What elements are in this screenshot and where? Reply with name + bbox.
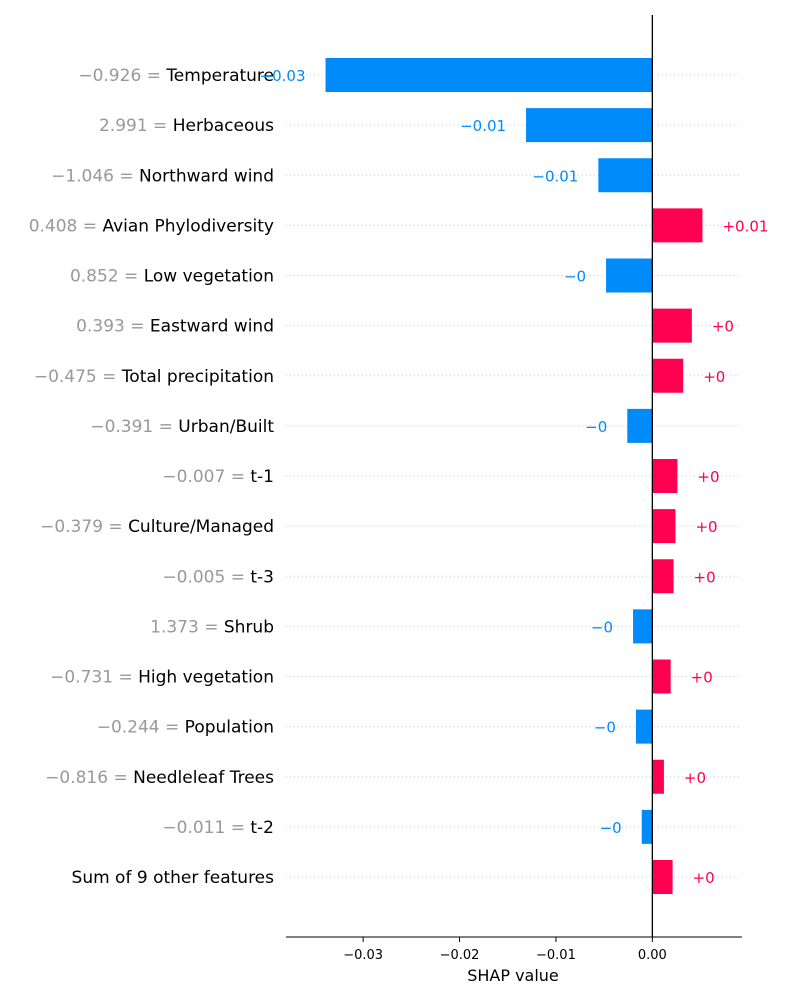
feature-name-label: Culture/Managed [128,517,274,537]
feature-value-label: 1.373 = [150,617,224,637]
bar-value-label: −0 [585,418,607,436]
row-label: −0.244 = Population [97,718,274,738]
feature-name-label: High vegetation [138,668,274,688]
x-tick-label: −0.02 [440,948,480,963]
bar-value-label: −0.01 [460,117,506,135]
feature-value-label: −0.391 = [90,417,178,437]
feature-name-label: Northward wind [139,166,274,186]
feature-name-label: Total precipitation [121,367,274,387]
bar-value-label: −0 [600,819,622,837]
feature-value-label: 0.393 = [76,317,150,337]
bar-value-label: −0 [594,719,616,737]
feature-value-label: −0.379 = [40,517,128,537]
bar-avian-phylodiversity [652,208,703,243]
feature-name-label: Sum of 9 other features [72,868,275,888]
bar-t-3 [652,559,674,594]
bar-shrub [633,609,653,644]
row-label: −0.926 = Temperature [78,66,274,86]
feature-name-label: Avian Phylodiversity [102,216,274,236]
bar-value-label: −0.03 [260,67,306,85]
bar-low-vegetation [606,258,653,293]
row-label: −0.475 = Total precipitation [34,367,274,387]
x-tick-label: −0.01 [536,948,576,963]
feature-name-label: t-3 [250,567,274,587]
feature-value-label: −0.244 = [97,718,185,738]
row-label: −1.046 = Northward wind [51,166,274,186]
bar-value-label: +0 [695,518,717,536]
row-label: −0.731 = High vegetation [50,668,274,688]
bar-value-label: +0 [697,468,719,486]
feature-value-label: −0.816 = [45,768,133,788]
x-axis: −0.03 −0.02 −0.01 0.00 [286,15,742,963]
bar-total-precipitation [652,358,684,393]
feature-name-label: Low vegetation [144,267,274,287]
bar-t-1 [652,459,678,493]
x-tick-label: 0.00 [638,948,667,963]
row-label: −0.391 = Urban/Built [90,417,274,437]
bar-value-label: +0 [684,769,706,787]
feature-value-label: −1.046 = [51,166,139,186]
feature-value-label: −0.007 = [162,467,250,487]
row-label: −0.005 = t-3 [162,567,274,587]
row-label: Sum of 9 other features [72,868,275,888]
bar-value-label: +0 [712,318,734,336]
feature-name-label: Shrub [224,617,274,637]
bar-urban-built [627,408,653,443]
row-label: −0.816 = Needleleaf Trees [45,768,274,788]
bar-population [635,709,653,744]
feature-name-label: Herbaceous [173,116,274,136]
feature-value-label: −0.926 = [78,66,166,86]
bar-sum-of-9-other-features [652,860,673,894]
feature-value-label: 2.991 = [99,116,173,136]
row-label: 2.991 = Herbaceous [99,116,274,136]
row-label: 0.852 = Low vegetation [70,267,274,287]
feature-value-label: −0.011 = [162,818,250,838]
bar-value-label: +0 [703,368,725,386]
bar-value-label: +0.01 [722,217,768,235]
bar-value-label: +0 [691,669,713,687]
bar-northward-wind [598,158,653,193]
row-label: 1.373 = Shrub [150,617,274,637]
feature-value-label: 0.408 = [29,216,103,236]
feature-name-label: t-2 [250,818,274,838]
feature-name-label: Population [185,718,274,738]
feature-name-label: Eastward wind [150,317,274,337]
bar-value-label: +0 [693,869,715,887]
bars [325,58,703,894]
bar-herbaceous [526,108,653,143]
bar-value-label: −0 [591,618,613,636]
feature-name-label: t-1 [250,467,274,487]
value-labels: −0.03 −0.01 −0.01 +0.01 −0 +0 +0 −0 +0 +0 +0 −0 +0 −0… [260,67,769,887]
x-tick-label: −0.03 [343,948,383,963]
row-labels: −0.926 = Temperature 2.991 = Herbaceous −1… [29,66,275,888]
feature-value-label: −0.005 = [162,567,250,587]
feature-name-label: Urban/Built [178,417,274,437]
bar-temperature [325,58,653,92]
feature-value-label: −0.475 = [34,367,122,387]
row-label: −0.011 = t-2 [162,818,274,838]
feature-name-label: Needleleaf Trees [133,768,274,788]
feature-value-label: −0.731 = [50,668,138,688]
bar-high-vegetation [652,659,671,694]
row-label: −0.007 = t-1 [162,467,274,487]
feature-value-label: 0.852 = [70,267,144,287]
bar-eastward-wind [652,308,692,343]
row-label: 0.393 = Eastward wind [76,317,274,337]
x-axis-title: SHAP value [467,966,559,985]
bar-needleleaf-trees [652,759,664,794]
bar-value-label: −0 [564,268,586,286]
bar-t-2 [641,809,653,844]
row-label: 0.408 = Avian Phylodiversity [29,216,274,236]
bar-value-label: +0 [694,568,716,586]
feature-name-label: Temperature [165,66,274,86]
row-label: −0.379 = Culture/Managed [40,517,274,537]
bar-culture-managed [652,509,676,544]
bar-value-label: −0.01 [532,167,578,185]
